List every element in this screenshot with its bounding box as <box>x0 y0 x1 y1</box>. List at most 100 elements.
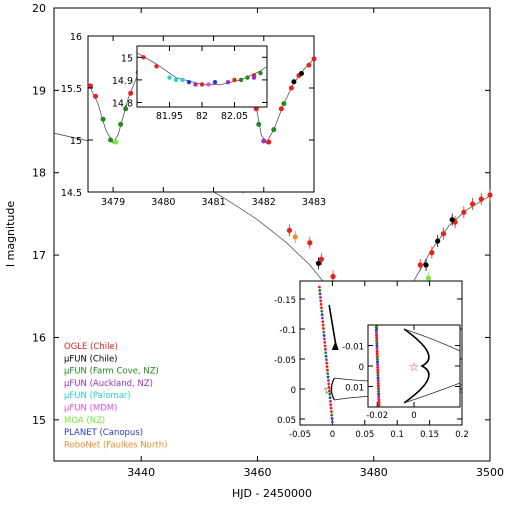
trajectory-zoom-point <box>375 349 379 353</box>
trajectory-zoom-point <box>375 344 379 348</box>
data-point <box>286 227 293 233</box>
data-point <box>425 275 431 281</box>
trajectory-point <box>328 396 332 400</box>
data-point <box>307 240 313 246</box>
trajectory-zoom-point <box>375 357 379 361</box>
trajectory-zoom-point <box>376 363 380 367</box>
data-point <box>193 82 198 87</box>
data-point <box>180 77 185 83</box>
trajectory-point <box>318 289 322 292</box>
data-point <box>278 106 284 112</box>
y-tick-label: 16 <box>32 331 46 344</box>
data-point <box>417 262 423 268</box>
data-point <box>291 79 297 85</box>
trajectory-point <box>319 302 323 306</box>
x-tick-label: 0.1 <box>390 430 404 440</box>
trajectory-point <box>323 340 327 344</box>
x-tick-label: 3440 <box>127 466 155 479</box>
y-tick-label: -0.05 <box>274 356 296 366</box>
trajectory-zoom-point <box>377 400 381 404</box>
data-point <box>100 116 106 122</box>
trajectory-zoom-point <box>376 373 380 377</box>
x-tick-label: 3481 <box>201 197 225 208</box>
x-tick-label: 81.95 <box>156 111 183 122</box>
x-tick-label: 3483 <box>302 197 326 208</box>
main-plot-frame <box>53 7 491 462</box>
trajectory-point <box>323 344 327 348</box>
trajectory-point <box>326 375 330 379</box>
trajectory-point <box>323 337 326 341</box>
trajectory-point <box>321 323 325 327</box>
legend-entry: MOA (NZ) <box>64 416 105 426</box>
legend-entry: μFUN (Palomar) <box>64 391 131 401</box>
data-point <box>88 83 94 89</box>
trajectory-point <box>330 413 334 417</box>
inset-peak-content: 81.95 82 82.05 14.8 14.9 15 <box>112 46 268 122</box>
data-point <box>288 85 294 91</box>
inset-peak: 81.95 82 82.05 14.8 14.9 15 <box>112 45 268 122</box>
caustic-zoom-line <box>403 382 461 404</box>
data-point <box>440 231 447 237</box>
direction-arrowhead <box>331 341 339 350</box>
data-point <box>311 56 317 62</box>
y-tick-label: 19 <box>32 84 46 97</box>
y-tick-label: 15 <box>70 136 82 147</box>
trajectory-zoom-point <box>376 379 380 383</box>
trajectory-point <box>324 347 327 351</box>
data-point <box>461 209 467 215</box>
trajectory-point <box>322 334 326 337</box>
direction-arrow <box>328 304 337 345</box>
trajectory-zoom-point <box>374 330 378 334</box>
trajectory-zoom-point <box>374 325 378 329</box>
trajectory-point <box>329 406 333 410</box>
data-point <box>154 64 159 69</box>
data-point <box>225 79 231 85</box>
data-point <box>141 55 146 60</box>
inset-peak-frame <box>136 45 268 108</box>
y-tick-label: -0.1 <box>279 326 296 336</box>
y-axis-title: I magnitude <box>4 201 17 267</box>
legend-entry: μFUN (Auckland, NZ) <box>64 379 153 389</box>
trajectory-zoom-point <box>377 398 381 402</box>
trajectory-point <box>326 372 330 375</box>
trajectory-point <box>327 385 331 389</box>
data-point <box>253 106 259 112</box>
legend-entry: μFUN (Chile) <box>64 354 118 364</box>
trajectory-point <box>327 382 331 386</box>
trajectory-zoom-point <box>376 387 380 391</box>
caustic-curve <box>330 377 335 401</box>
data-point <box>281 101 287 107</box>
trajectory-point <box>325 361 329 365</box>
trajectory-point <box>318 292 322 296</box>
y-tick-label: 14.5 <box>61 188 82 199</box>
data-point <box>167 75 172 80</box>
peak-model-curve <box>136 52 268 85</box>
trajectory-zoom-point <box>377 390 381 394</box>
x-tick-label: 0 <box>330 430 335 440</box>
x-tick-label: 3480 <box>360 466 388 479</box>
y-tick-label: 0 <box>359 363 364 373</box>
inset-caustic-zoom: -0.02 0 0.01 0 -0.01 ☆ <box>342 324 461 421</box>
trajectory-zoom-point <box>377 392 381 396</box>
y-tick-label: 14.8 <box>112 98 133 109</box>
x-tick-label: 3500 <box>476 466 504 479</box>
data-point <box>330 273 336 280</box>
trajectory-zoom-point <box>375 352 379 356</box>
trajectory-point <box>325 365 329 369</box>
y-tick-label: -0.15 <box>274 296 296 306</box>
data-point <box>173 77 179 83</box>
trajectory-zoom-point <box>374 328 378 332</box>
data-point <box>108 137 114 143</box>
trajectory-point <box>324 354 328 358</box>
data-point <box>487 192 493 198</box>
data-point <box>186 79 192 85</box>
trajectory-point <box>330 410 333 414</box>
trajectory-point <box>320 309 324 313</box>
caustic-zoom-line <box>403 328 461 352</box>
trajectory-point <box>326 368 329 372</box>
trajectory-zoom-point <box>375 341 379 345</box>
legend-entry: OGLE (Chile) <box>64 342 118 352</box>
x-tick-label: 0 <box>411 411 416 421</box>
trajectory-zoom-point <box>377 403 381 407</box>
